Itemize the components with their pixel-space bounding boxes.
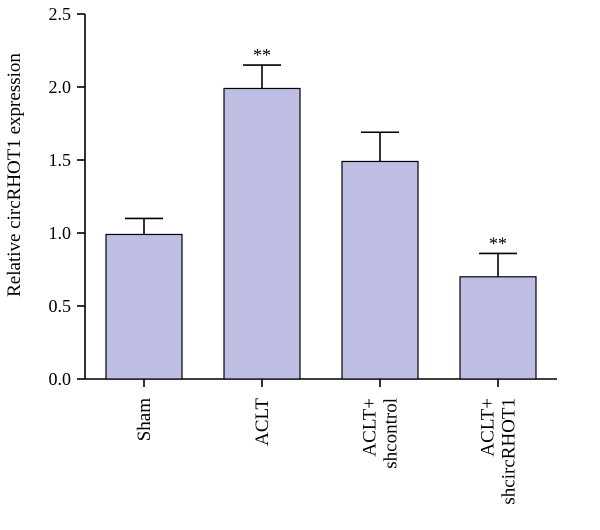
bar bbox=[341, 160, 419, 380]
y-tick-label: 2.5 bbox=[49, 4, 72, 24]
x-tick-label: Sham bbox=[134, 398, 155, 442]
y-tick-label: 1.0 bbox=[49, 223, 72, 243]
significance-annotation: ** bbox=[489, 233, 507, 253]
y-tick-label: 2.0 bbox=[49, 77, 72, 97]
y-tick-label: 0.5 bbox=[49, 296, 72, 316]
bar bbox=[459, 276, 537, 380]
x-tick-label: ACLT bbox=[252, 398, 273, 446]
y-tick-label: 0.0 bbox=[49, 369, 72, 389]
x-tick-label-line: ACLT bbox=[252, 398, 273, 446]
y-axis-label: Relative circRHOT1 expression bbox=[4, 53, 25, 297]
bar bbox=[105, 233, 183, 380]
x-tick-label: ACLT+shcircRHOT1 bbox=[478, 398, 520, 505]
x-tick-label-line: shcontrol bbox=[381, 398, 402, 469]
x-tick-label-line: Sham bbox=[134, 398, 155, 442]
x-tick-label-line: ACLT+ bbox=[360, 398, 381, 457]
x-tick-label-line: shcircRHOT1 bbox=[499, 398, 520, 505]
bar bbox=[223, 87, 301, 380]
y-tick-label: 1.5 bbox=[49, 150, 72, 170]
x-tick-label: ACLT+shcontrol bbox=[360, 398, 402, 469]
significance-annotation: ** bbox=[253, 45, 271, 65]
x-tick-label-line: ACLT+ bbox=[478, 398, 499, 457]
